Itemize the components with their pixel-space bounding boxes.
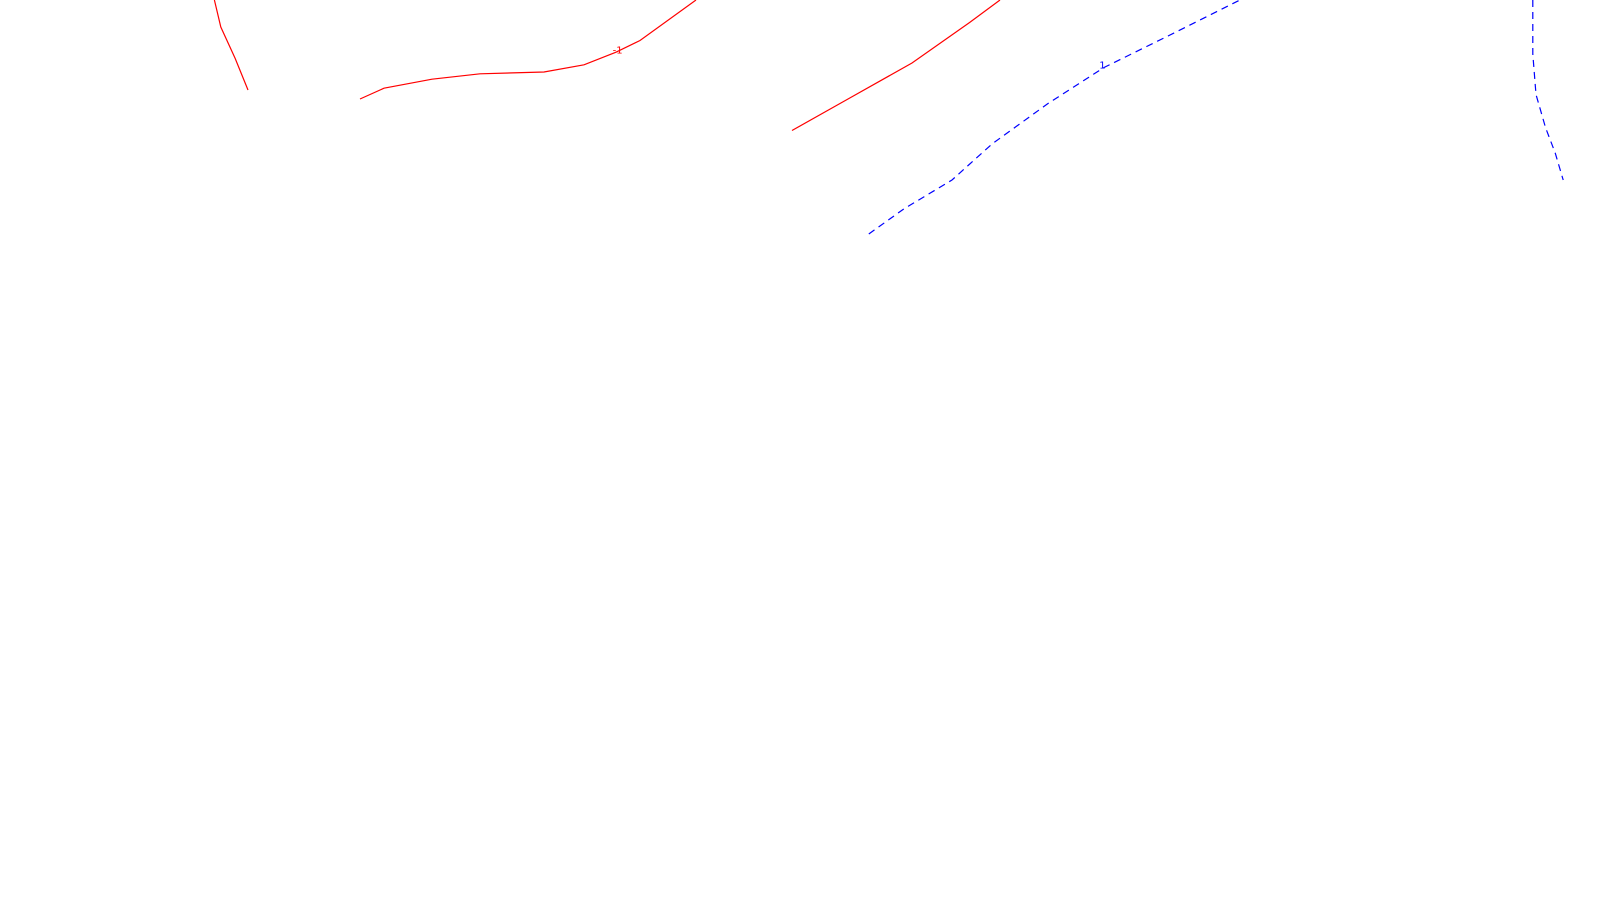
contour-line-segment <box>213 0 249 91</box>
contour-labels: -1 1 <box>613 45 1106 71</box>
contour-line-segment <box>868 0 1241 235</box>
contour-label: 1 <box>1099 61 1105 72</box>
contour-line-segment <box>791 0 1001 132</box>
contour-line-segment <box>1532 0 1564 181</box>
contour-level-neg1 <box>213 0 1001 132</box>
contour-level-pos1 <box>868 0 1564 235</box>
contour-lines <box>213 0 1564 235</box>
contour-label: -1 <box>613 45 623 56</box>
contour-line-segment <box>359 0 697 100</box>
